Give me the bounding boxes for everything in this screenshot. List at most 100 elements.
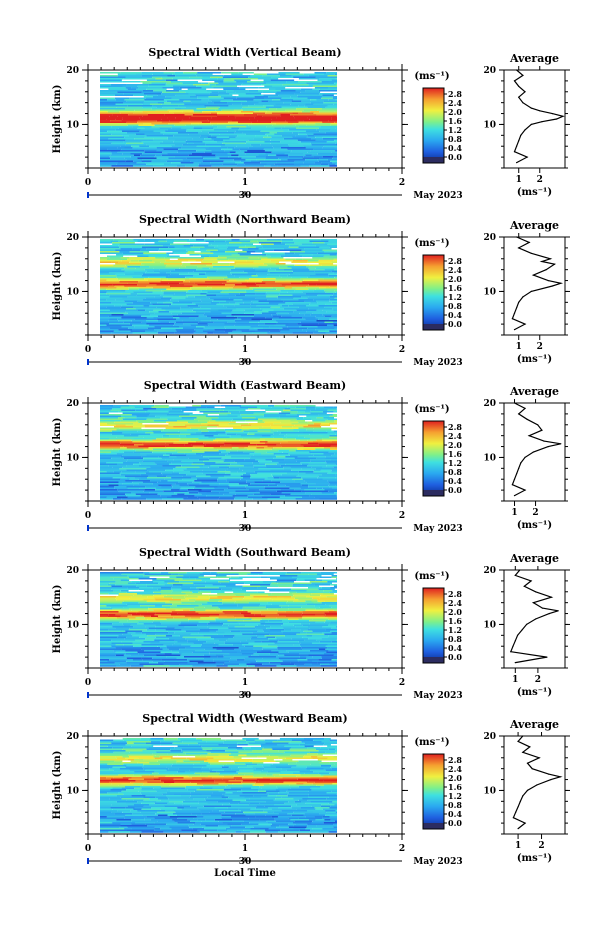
colorbar-tick-label: 2.0: [448, 773, 462, 783]
average-profile-point: [545, 269, 547, 271]
colorbar-tick-label: 0.8: [448, 467, 462, 477]
average-profile-point: [526, 623, 528, 626]
x-tick-label: 1: [242, 678, 248, 688]
heatmap-cells: [100, 572, 337, 667]
average-profile-point: [535, 618, 537, 620]
y-tick-label: 20: [66, 233, 79, 243]
colorbar-tick-label: 1.2: [448, 125, 462, 135]
x-tick-label: 1: [242, 345, 248, 355]
average-profile-point: [530, 252, 532, 254]
y-axis-label: Height (km): [52, 85, 63, 154]
average-profile-point: [541, 260, 543, 263]
average-profile-point: [556, 118, 558, 120]
average-profile-point: [559, 776, 561, 778]
colorbar-unit-label: (ms⁻¹): [414, 737, 449, 748]
average-profile-point: [524, 91, 526, 93]
average-profile-line: [509, 569, 559, 664]
average-profile-point: [518, 413, 520, 415]
average-x-tick-label: 2: [532, 508, 538, 518]
average-profile-point: [548, 613, 550, 615]
average-profile-point: [550, 596, 553, 598]
colorbar: [423, 255, 444, 330]
average-x-tick-label: 2: [538, 841, 544, 851]
y-tick-label: 10: [66, 287, 79, 297]
colorbar-tick-label: 1.2: [448, 625, 462, 635]
average-title: Average: [509, 385, 559, 398]
average-axes-frame: [503, 402, 566, 502]
average-x-axis-label: (ms⁻¹): [517, 687, 552, 698]
average-profile-point: [541, 607, 544, 609]
average-profile-point: [550, 779, 552, 781]
average-profile-point: [513, 151, 516, 153]
colorbar-unit-label: (ms⁻¹): [414, 571, 449, 582]
colorbar-tick-label: 2.4: [448, 764, 462, 774]
average-profile-point: [518, 85, 520, 87]
average-x-tick-label: 1: [515, 841, 521, 851]
average-profile-point: [522, 735, 524, 737]
average-axes-frame: [503, 69, 566, 169]
average-profile-point: [557, 610, 559, 612]
average-profile-point: [516, 473, 518, 475]
y-tick-label: 20: [66, 399, 79, 409]
heatmap-cells: [100, 72, 337, 167]
average-profile-point: [517, 828, 519, 830]
colorbar-tick-label: 1.6: [448, 116, 462, 126]
colorbar-tick-label: 2.0: [448, 607, 462, 617]
average-x-axis-label: (ms⁻¹): [517, 354, 552, 365]
average-profile-line: [512, 735, 563, 830]
average-profile-point: [520, 134, 522, 136]
average-profile-point: [515, 811, 517, 813]
x-tick-label: 2: [399, 511, 405, 521]
average-profile-point: [514, 662, 516, 664]
colorbar-bottom-bin: [423, 823, 444, 829]
average-profile-line: [511, 402, 561, 497]
colorbar-tick-label: 2.0: [448, 107, 462, 117]
chart-title: Spectral Width (Eastward Beam): [144, 379, 346, 392]
average-profile-point: [517, 634, 519, 636]
x-tick-label: 1: [242, 511, 248, 521]
average-profile-point: [526, 156, 528, 158]
colorbar-tick-label: 2.4: [448, 98, 462, 108]
average-title: Average: [509, 552, 559, 565]
colorbar-tick-label: 0.8: [448, 800, 462, 810]
average-profile-point: [551, 113, 554, 115]
average-profile-point: [526, 762, 529, 764]
average-x-tick-label: 2: [537, 175, 543, 185]
chart-panel-1: Spectral Width (Northward Beam)0 1 21020He…: [52, 213, 570, 368]
average-profile-point: [512, 645, 514, 647]
average-x-tick-label: 1: [512, 675, 518, 685]
average-profile-point: [543, 440, 545, 442]
x-tick-label: 2: [399, 678, 405, 688]
average-x-tick-label: 1: [511, 508, 517, 518]
colorbar-tick-label: 0.0: [448, 818, 462, 828]
average-profile-point: [541, 121, 543, 123]
colorbar-tick-label: 2.4: [448, 598, 462, 608]
average-profile-point: [536, 784, 538, 786]
average-x-tick-label: 1: [516, 175, 522, 185]
average-profile-point: [513, 478, 516, 480]
average-x-tick-label: 2: [535, 675, 541, 685]
colorbar-tick-label: 0.4: [448, 310, 462, 320]
average-profile-point: [518, 96, 520, 98]
average-profile-point: [541, 429, 543, 431]
average-profile-point: [524, 323, 526, 325]
date-label: 30: [239, 857, 252, 867]
average-profile-point: [546, 656, 548, 658]
colorbar-tick-label: 0.8: [448, 301, 462, 311]
y-axis-label: Height (km): [52, 585, 63, 654]
average-profile-point: [512, 817, 515, 819]
colorbar-tick-label: 0.8: [448, 634, 462, 644]
colorbar-tick-label: 1.6: [448, 449, 462, 459]
y-tick-label: 20: [66, 732, 79, 742]
colorbar-bottom-bin: [423, 657, 444, 663]
colorbar-tick-label: 0.0: [448, 485, 462, 495]
average-profile-point: [529, 746, 531, 748]
x-tick-label: 1: [242, 178, 248, 188]
average-y-tick-label: 10: [483, 786, 496, 796]
average-axes-frame: [503, 236, 566, 336]
average-profile-line: [513, 69, 565, 164]
average-profile-point: [532, 602, 535, 604]
colorbar-tick-label: 1.2: [448, 791, 462, 801]
average-profile-point: [513, 402, 516, 404]
